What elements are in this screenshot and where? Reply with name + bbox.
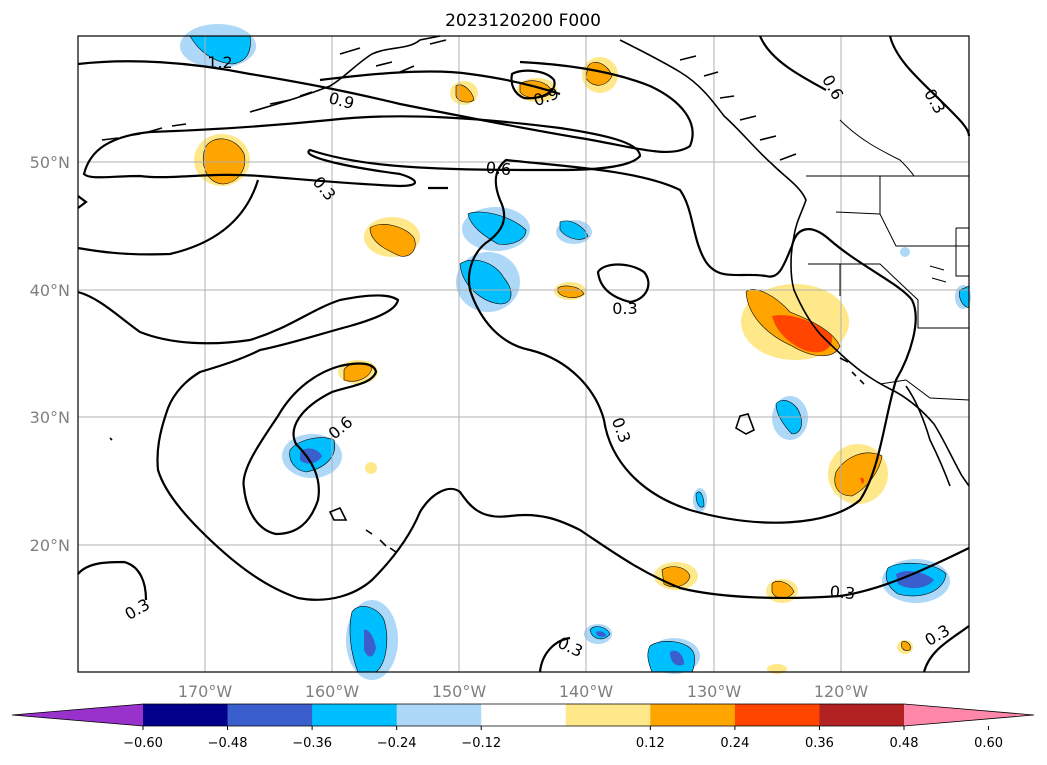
- lat-label: 50°N: [30, 153, 70, 172]
- map-title: 2023120200 F000: [445, 11, 601, 31]
- colorbar: [11, 703, 1035, 727]
- colorbar-tick-label: −0.24: [377, 736, 417, 751]
- contour-label: 1.2: [207, 53, 232, 72]
- contour-lines: [77, 35, 971, 673]
- colorbar-extend-high: [904, 704, 1034, 726]
- colorbar-extend-low: [12, 704, 143, 726]
- lat-label: 40°N: [30, 281, 70, 300]
- colorbar-segment: [565, 704, 651, 726]
- colorbar-tick-label: 0.12: [636, 736, 665, 751]
- lon-label: 120°W: [814, 682, 869, 701]
- lon-axis-labels: 170°W 160°W 150°W 140°W 130°W 120°W: [178, 682, 869, 701]
- colorbar-segment: [734, 704, 820, 726]
- colorbar-ticks: −0.60 −0.48 −0.36 −0.24 −0.12 0.12 0.24 0.36 0.4…: [123, 726, 1003, 751]
- lon-label: 130°W: [687, 682, 742, 701]
- colorbar-tick-label: −0.60: [123, 736, 163, 751]
- map-panel: 1.2 0.9 0.9 0.6 0.6 0.3 0.3 0.3 0.3 0.3 …: [77, 24, 971, 680]
- lon-label: 170°W: [178, 682, 233, 701]
- colorbar-segment: [312, 704, 398, 726]
- lat-axis-labels: 50°N 40°N 30°N 20°N: [30, 153, 70, 555]
- colorbar-tick-label: 0.48: [890, 736, 919, 751]
- colorbar-tick-label: 0.24: [720, 736, 749, 751]
- colorbar-tick-label: −0.48: [208, 736, 248, 751]
- map-frame: [77, 35, 970, 673]
- map-background: [78, 36, 969, 672]
- colorbar-segment: [227, 704, 313, 726]
- lon-label: 140°W: [559, 682, 614, 701]
- colorbar-segment: [396, 704, 482, 726]
- colorbar-segment: [481, 704, 567, 726]
- colorbar-tick-label: 0.36: [805, 736, 834, 751]
- gridlines: [78, 36, 969, 672]
- contour-label: 0.6: [485, 158, 512, 179]
- colorbar-segment: [650, 704, 736, 726]
- lat-label: 20°N: [30, 536, 70, 555]
- colorbar-tick-label: 0.60: [974, 736, 1003, 751]
- contour-label: 0.3: [829, 582, 856, 603]
- lon-label: 150°W: [432, 682, 487, 701]
- colorbar-tick-label: −0.12: [461, 736, 501, 751]
- colorbar-segment: [143, 704, 229, 726]
- coastlines: [101, 35, 970, 553]
- contour-label: 0.3: [612, 299, 637, 318]
- lon-label: 160°W: [305, 682, 360, 701]
- colorbar-segment: [819, 704, 905, 726]
- lat-label: 30°N: [30, 408, 70, 427]
- colorbar-tick-label: −0.36: [292, 736, 332, 751]
